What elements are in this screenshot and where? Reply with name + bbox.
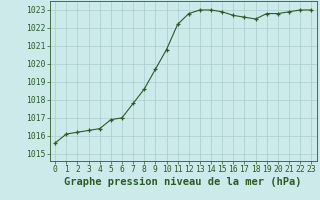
X-axis label: Graphe pression niveau de la mer (hPa): Graphe pression niveau de la mer (hPa) bbox=[64, 177, 302, 187]
